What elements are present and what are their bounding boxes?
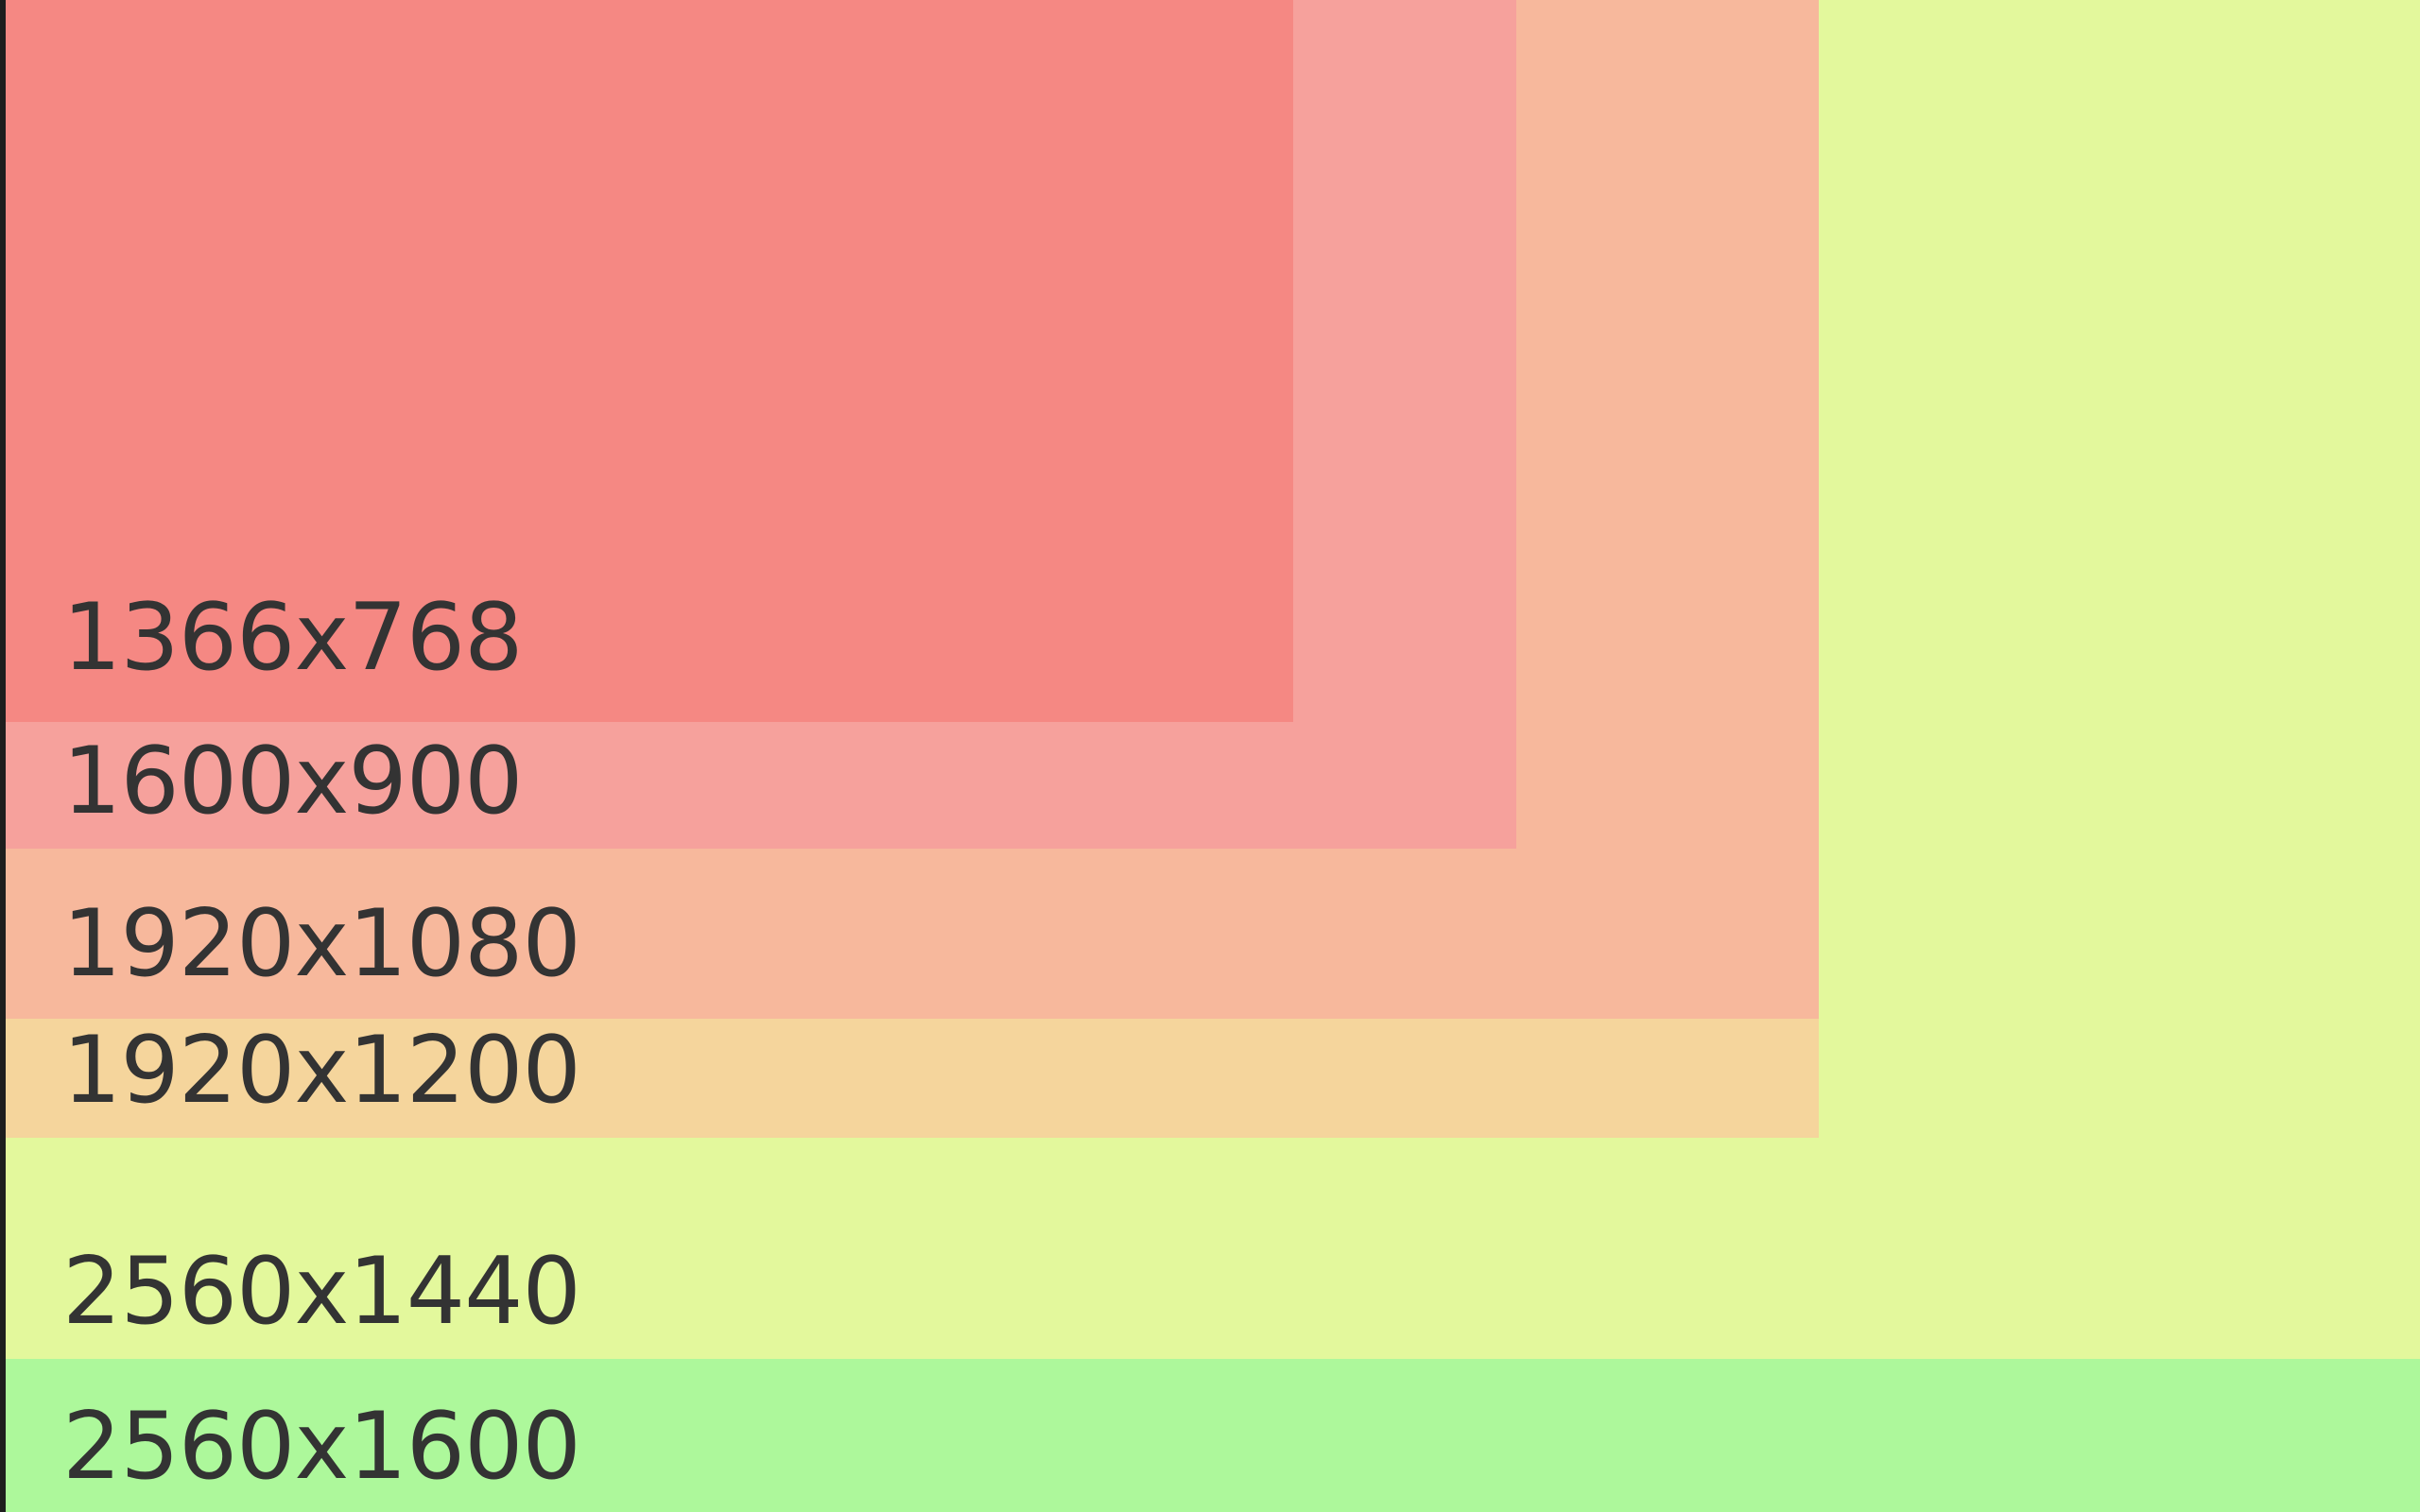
zone-label-1366x768: 1366x768: [62, 584, 523, 692]
left-border: [0, 0, 6, 1512]
zone-label-1920x1080: 1920x1080: [62, 890, 581, 998]
zone-1366x768: 1366x768: [6, 0, 1293, 722]
zone-label-2560x1600: 2560x1600: [62, 1393, 581, 1501]
zone-label-1600x900: 1600x900: [62, 728, 523, 835]
zone-label-1920x1200: 1920x1200: [62, 1017, 581, 1125]
zone-label-2560x1440: 2560x1440: [62, 1238, 581, 1346]
